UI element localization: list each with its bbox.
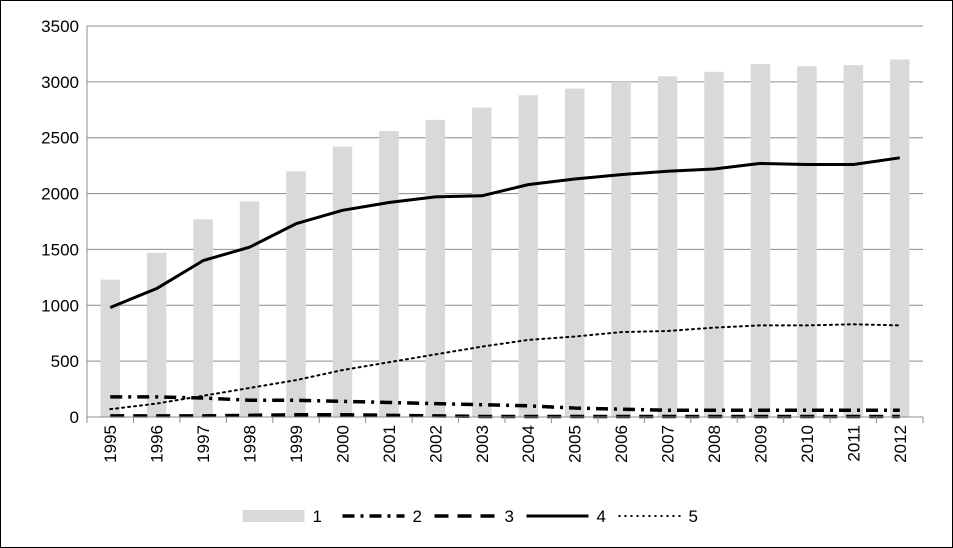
y-tick-label: 3000 [41,73,79,92]
bar [425,119,446,417]
x-tick-label: 2004 [519,425,538,463]
legend-label: 1 [313,507,322,526]
legend-key-bar [242,510,305,522]
bar [843,65,864,417]
axes [86,26,924,423]
x-tick-label: 1997 [194,425,213,463]
x-tick-label: 2006 [612,425,631,463]
y-tick-label: 1000 [41,296,79,315]
bar-series [100,59,910,418]
series-line-5 [109,323,901,411]
legend-label: 5 [689,507,698,526]
bar [750,63,771,418]
x-tick-label: 2008 [705,425,724,463]
y-tick-label: 0 [70,408,79,427]
legend-label: 3 [505,507,514,526]
bar [193,219,213,417]
x-tick-label: 1996 [148,425,167,463]
bar [657,76,678,418]
legend: 1 2 3 4 5 [242,507,698,526]
y-tick-label: 1500 [41,240,79,259]
x-tick-label: 2009 [751,425,770,463]
x-tick-label: 1998 [241,425,260,463]
series-line-4 [109,156,900,309]
bar [100,279,120,417]
x-tick-label: 2011 [844,425,863,462]
bar [564,88,585,417]
series-line-3 [110,413,900,419]
line-series [109,156,901,419]
bar [146,252,167,417]
x-tick-labels: 1995 1996 1997 1998 1999 2000 2001 2002 2003 2004… [101,425,910,463]
legend-label: 2 [413,507,422,526]
x-tick-label: 1995 [101,425,120,463]
legend-label: 4 [597,507,606,526]
bar [379,131,399,418]
y-tick-label: 500 [51,352,79,371]
y-tick-labels: 0 500 1000 1500 2000 2500 3000 3500 [41,17,79,427]
x-tick-label: 2010 [798,425,817,463]
bar [611,81,631,417]
y-tick-label: 3500 [41,17,79,36]
bar [797,66,817,418]
bar [239,201,260,417]
bar [286,171,306,417]
series-line-2 [110,395,900,413]
x-tick-label: 2005 [566,425,585,463]
bar [704,71,724,417]
x-tick-label: 2012 [891,425,910,463]
x-tick-label: 2000 [333,425,352,463]
bar [472,107,492,418]
x-tick-label: 2001 [380,425,399,463]
x-tick-label: 2002 [426,425,445,463]
bar [332,146,353,417]
x-tick-label: 2007 [659,425,678,463]
y-tick-label: 2000 [41,185,79,204]
x-tick-label: 1999 [287,425,306,463]
grid [87,25,923,362]
bar [890,59,910,418]
x-tick-label: 2003 [473,425,492,463]
y-tick-label: 2500 [41,129,79,148]
bar [518,95,538,418]
